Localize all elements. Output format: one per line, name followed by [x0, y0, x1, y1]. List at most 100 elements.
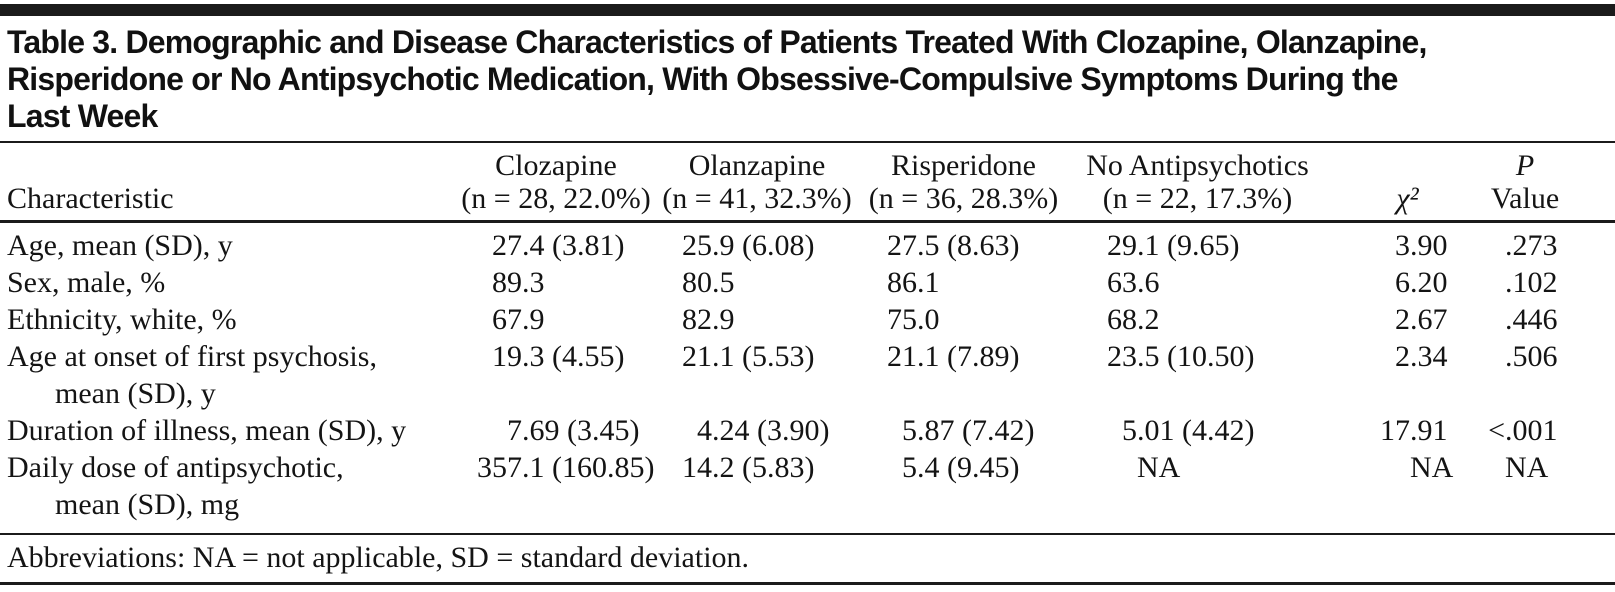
- column-header-sub: (n = 22, 17.3%): [1102, 182, 1293, 215]
- cell-frac-part: .5: [712, 266, 735, 299]
- cell-frac-part: .1 (5.53): [712, 340, 815, 373]
- cell-value: NA: [1105, 449, 1330, 486]
- table-row: Duration of illness, mean (SD), y 7.69 (3…: [0, 412, 1615, 449]
- cell-int-part: 3: [1395, 229, 1410, 262]
- table-row: Ethnicity, white, % 67.9 82.9 75.0 68.2 2.67.…: [0, 301, 1615, 338]
- cell-risperidone: 86.1: [862, 264, 1065, 301]
- cell-value: 17.91: [1378, 412, 1460, 449]
- table-title-line2: Risperidone or No Antipsychotic Medicati…: [7, 61, 1398, 97]
- column-header-sub: (n = 41, 32.3%): [662, 182, 852, 215]
- table-title: Table 3. Demographic and Disease Charact…: [0, 16, 1615, 141]
- cell-int-part: 63: [1107, 266, 1137, 299]
- cell-value: .273: [1487, 227, 1615, 264]
- column-header-risperidone: Risperidone (n = 36, 28.3%): [862, 143, 1065, 220]
- column-header-name: Olanzapine: [688, 149, 826, 182]
- row-label-line: mean (SD), y: [55, 377, 216, 410]
- row-label-line: Ethnicity, white, %: [7, 303, 237, 336]
- cell-value: 29.1 (9.65): [1105, 227, 1330, 264]
- column-header-p-value: P Value: [1460, 143, 1615, 220]
- cell-int-part: 14: [682, 451, 712, 484]
- column-header-name: χ²: [1396, 182, 1419, 215]
- cell-p-value: NA: [1460, 449, 1615, 533]
- cell-value: 19.3 (4.55): [474, 338, 652, 375]
- cell-frac-part: .1 (7.89): [917, 340, 1020, 373]
- cell-chi-square: 6.20: [1330, 264, 1460, 301]
- cell-frac-part: .6: [1137, 266, 1160, 299]
- cell-frac-part: .2 (5.83): [712, 451, 815, 484]
- cell-value: NA: [1487, 449, 1615, 486]
- column-header-name: Risperidone: [891, 149, 1036, 182]
- cell-value: .506: [1487, 338, 1615, 375]
- cell-int-part: 29: [1107, 229, 1137, 262]
- cell-value: 27.5 (8.63): [885, 227, 1065, 264]
- cell-frac-part: .273: [1505, 229, 1558, 262]
- cell-frac-part: .1 (9.65): [1137, 229, 1240, 262]
- cell-value: 2.34: [1378, 338, 1460, 375]
- cell-int-part: 19: [492, 340, 522, 373]
- cell-value: 86.1: [885, 264, 1065, 301]
- cell-int-part: 21: [887, 340, 917, 373]
- header-row: Characteristic Clozapine (n = 28, 22.0%) Ol…: [0, 143, 1615, 220]
- cell-clozapine: 19.3 (4.55): [460, 338, 652, 412]
- cell-frac-part: .3: [522, 266, 545, 299]
- column-header-no-antipsychotics: No Antipsychotics (n = 22, 17.3%): [1065, 143, 1330, 220]
- cell-value: 4.24 (3.90): [680, 412, 862, 449]
- cell-frac-part: .01 (4.42): [1137, 414, 1255, 447]
- footnote: Abbreviations: NA = not applicable, SD =…: [7, 541, 750, 574]
- cell-int-part: 23: [1107, 340, 1137, 373]
- cell-value: 63.6: [1105, 264, 1330, 301]
- cell-chi-square: 17.91: [1330, 412, 1460, 449]
- cell-value: 82.9: [680, 301, 862, 338]
- cell-risperidone: 5.4 (9.45): [862, 449, 1065, 533]
- cell-frac-part: .90: [1410, 229, 1448, 262]
- cell-int-part: 2: [1395, 340, 1410, 373]
- row-label-line: Age at onset of first psychosis,: [7, 340, 377, 373]
- row-label-line: Duration of illness, mean (SD), y: [7, 414, 407, 447]
- cell-frac-part: .20: [1410, 266, 1448, 299]
- row-label-line: Daily dose of antipsychotic,: [7, 451, 344, 484]
- column-header-sub: Value: [1490, 182, 1560, 215]
- row-label: Duration of illness, mean (SD), y: [0, 412, 460, 449]
- row-label: Age at onset of first psychosis, mean (SD…: [0, 338, 460, 412]
- table-title-line1: Table 3. Demographic and Disease Charact…: [7, 24, 1427, 60]
- top-bar: [0, 4, 1615, 16]
- cell-frac-part: .5 (8.63): [917, 229, 1020, 262]
- cell-frac-part: .102: [1505, 266, 1558, 299]
- column-header-olanzapine: Olanzapine (n = 41, 32.3%): [652, 143, 862, 220]
- cell-clozapine: 357.1 (160.85): [460, 449, 654, 533]
- header-top-rule: [0, 141, 1615, 143]
- cell-p-value: .506: [1460, 338, 1615, 412]
- cell-value: 7.69 (3.45): [474, 412, 652, 449]
- cell-value: 89.3: [474, 264, 652, 301]
- cell-frac-part: .2: [1137, 303, 1160, 336]
- cell-value: 67.9: [474, 301, 652, 338]
- cell-value: 5.87 (7.42): [885, 412, 1065, 449]
- cell-frac-part: .34: [1410, 340, 1448, 373]
- cell-frac-part: .9: [712, 303, 735, 336]
- cell-risperidone: 5.87 (7.42): [862, 412, 1065, 449]
- column-header-sub: (n = 28, 22.0%): [461, 182, 651, 215]
- cell-value: 23.5 (10.50): [1105, 338, 1330, 375]
- cell-value: 5.4 (9.45): [885, 449, 1065, 486]
- column-header-name: Clozapine: [495, 149, 617, 182]
- cell-chi-square: NA: [1330, 449, 1460, 533]
- cell-olanzapine: 4.24 (3.90): [652, 412, 862, 449]
- cell-int-part: 86: [887, 266, 917, 299]
- cell-frac-part: .4 (9.45): [917, 451, 1020, 484]
- cell-risperidone: 27.5 (8.63): [862, 223, 1065, 264]
- cell-value: .102: [1487, 264, 1615, 301]
- cell-no-antipsychotics: 68.2: [1065, 301, 1330, 338]
- cell-value: 75.0: [885, 301, 1065, 338]
- column-header-sub: (n = 36, 28.3%): [868, 182, 1059, 215]
- cell-value: 21.1 (5.53): [680, 338, 862, 375]
- cell-frac-part: .001: [1505, 414, 1558, 447]
- cell-value: .446: [1487, 301, 1615, 338]
- cell-int-part: 7: [507, 414, 522, 447]
- cell-olanzapine: 80.5: [652, 264, 862, 301]
- cell-frac-part: .9 (6.08): [712, 229, 815, 262]
- cell-p-value: <.001: [1460, 412, 1615, 449]
- cell-clozapine: 67.9: [460, 301, 652, 338]
- cell-value: 14.2 (5.83): [680, 449, 862, 486]
- cell-value: 68.2: [1105, 301, 1330, 338]
- cell-int-part: 357: [477, 451, 522, 484]
